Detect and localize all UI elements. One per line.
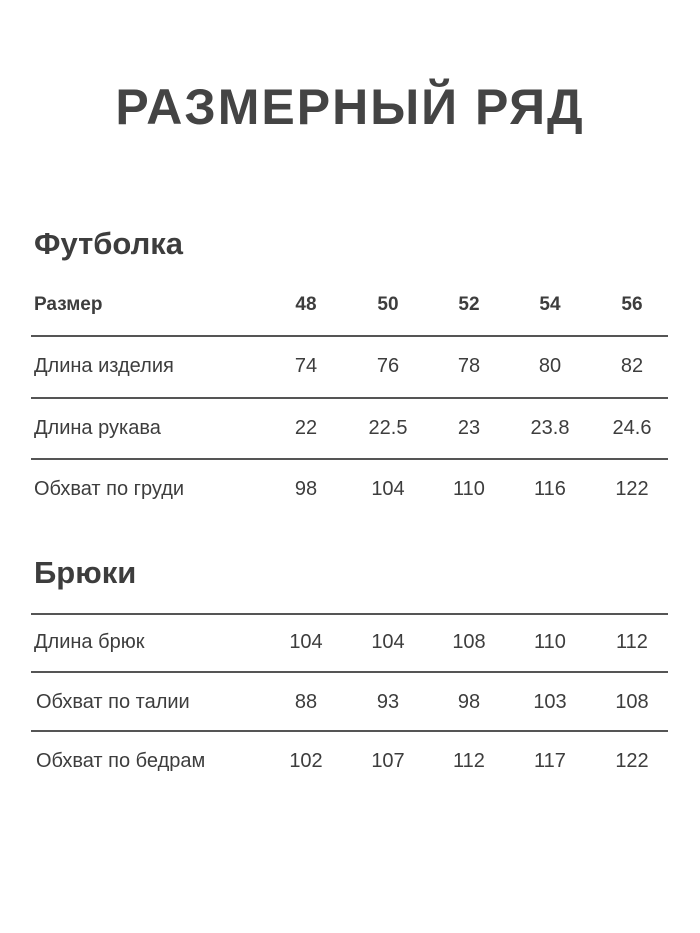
size-header: 48 bbox=[295, 294, 317, 315]
divider bbox=[31, 613, 668, 615]
divider bbox=[31, 335, 668, 337]
page-title: РАЗМЕРНЫЙ РЯД bbox=[115, 79, 585, 135]
cell: 116 bbox=[534, 478, 566, 500]
tshirt-header-row: Размер 48 50 52 54 56 bbox=[31, 290, 668, 320]
cell: 104 bbox=[289, 631, 323, 653]
cell: 108 bbox=[452, 631, 486, 653]
cell: 22.5 bbox=[368, 417, 408, 439]
cell: 78 bbox=[457, 355, 481, 377]
row-label: Обхват по талии bbox=[36, 691, 190, 713]
cell: 74 bbox=[294, 355, 318, 377]
divider bbox=[31, 458, 668, 460]
cell: 117 bbox=[534, 750, 566, 772]
row-label: Обхват по груди bbox=[34, 478, 185, 500]
table-row: Обхват по груди 98 104 110 116 122 bbox=[31, 474, 668, 504]
cell: 110 bbox=[534, 631, 566, 653]
cell: 112 bbox=[453, 750, 485, 772]
table-row: Длина рукава 22 22.5 23 23.8 24.6 bbox=[31, 413, 668, 443]
divider bbox=[31, 671, 668, 673]
cell: 110 bbox=[453, 478, 485, 500]
cell: 23 bbox=[457, 417, 481, 439]
cell: 112 bbox=[616, 631, 648, 653]
table-row: Длина брюк 104 104 108 110 112 bbox=[31, 627, 668, 657]
row-label: Длина брюк bbox=[34, 631, 145, 653]
cell: 88 bbox=[294, 691, 318, 713]
cell: 22 bbox=[294, 417, 318, 439]
row-label: Обхват по бедрам bbox=[36, 750, 206, 772]
cell: 102 bbox=[289, 750, 323, 772]
cell: 122 bbox=[615, 478, 649, 500]
cell: 82 bbox=[620, 355, 644, 377]
table-row: Обхват по бедрам 102 107 112 117 122 bbox=[31, 746, 668, 776]
size-header: 54 bbox=[539, 294, 561, 315]
cell: 108 bbox=[615, 691, 649, 713]
cell: 24.6 bbox=[612, 417, 652, 439]
table-row: Длина изделия 74 76 78 80 82 bbox=[31, 351, 668, 381]
table-row: Обхват по талии 88 93 98 103 108 bbox=[31, 687, 668, 717]
pants-heading: Брюки bbox=[34, 555, 137, 590]
cell: 104 bbox=[371, 478, 405, 500]
cell: 98 bbox=[457, 691, 481, 713]
divider bbox=[31, 730, 668, 732]
cell: 104 bbox=[371, 631, 405, 653]
cell: 80 bbox=[538, 355, 562, 377]
cell: 93 bbox=[376, 691, 400, 713]
cell: 23.8 bbox=[530, 417, 570, 439]
row-label: Длина рукава bbox=[34, 417, 161, 439]
cell: 107 bbox=[371, 750, 405, 772]
size-header-label: Размер bbox=[34, 294, 103, 315]
cell: 103 bbox=[533, 691, 567, 713]
tshirt-heading: Футболка bbox=[34, 226, 184, 261]
size-header: 50 bbox=[377, 294, 399, 315]
cell: 76 bbox=[376, 355, 400, 377]
size-header: 56 bbox=[621, 294, 643, 315]
size-header: 52 bbox=[458, 294, 480, 315]
cell: 122 bbox=[615, 750, 649, 772]
row-label: Длина изделия bbox=[34, 355, 174, 377]
cell: 98 bbox=[294, 478, 318, 500]
divider bbox=[31, 397, 668, 399]
